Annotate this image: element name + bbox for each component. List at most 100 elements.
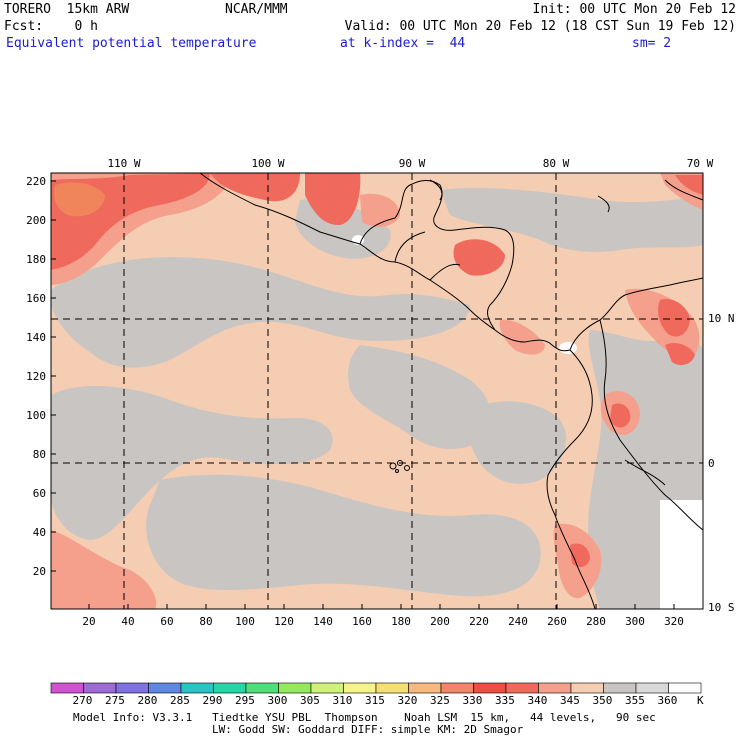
- colorbar-swatch: [473, 682, 507, 694]
- x-tick-label: 320: [664, 615, 684, 628]
- y-tick-label: 140: [26, 331, 46, 344]
- physics-info: LW: Godd SW: Goddard DIFF: simple KM: 2D…: [212, 723, 524, 736]
- colorbar-swatch: [278, 682, 312, 694]
- longitude-labels: 110 W 100 W 90 W 80 W 70 W: [107, 157, 713, 170]
- colorbar-swatch: [148, 682, 182, 694]
- colorbar: [50, 682, 702, 694]
- colorbar-label: 335: [495, 694, 515, 707]
- colorbar-swatch: [83, 682, 117, 694]
- x-tick-label: 80: [199, 615, 212, 628]
- x-tick-label: 100: [235, 615, 255, 628]
- warm-region: [665, 343, 695, 366]
- gray-region: [440, 188, 703, 252]
- y-tick-label: 220: [26, 175, 46, 188]
- map-plot: [50, 172, 704, 610]
- colorbar-swatch: [538, 682, 572, 694]
- y-tick-label: 180: [26, 253, 46, 266]
- y-tick-label: 120: [26, 370, 46, 383]
- forecast-hour: Fcst: 0 h: [4, 19, 98, 34]
- warm-region: [675, 175, 703, 195]
- x-tick-label: 20: [82, 615, 95, 628]
- gray-region: [466, 401, 567, 484]
- colorbar-swatch: [408, 682, 442, 694]
- colorbar-swatch: [245, 682, 279, 694]
- lon-label: 110 W: [107, 157, 140, 170]
- valid-time: Valid: 00 UTC Mon 20 Feb 12 (18 CST Sun …: [344, 19, 736, 34]
- warm-region: [610, 403, 631, 428]
- x-tick-label: 200: [430, 615, 450, 628]
- x-tick-label: 220: [469, 615, 489, 628]
- colorbar-unit: K: [697, 694, 704, 707]
- level-info: at k-index = 44: [340, 36, 466, 51]
- colorbar-swatch: [440, 682, 474, 694]
- colorbar-swatch: [603, 682, 637, 694]
- white-region: [660, 500, 703, 609]
- colorbar-label: 340: [527, 694, 548, 707]
- warm-region: [54, 182, 105, 217]
- colorbar-swatch: [570, 682, 604, 694]
- colorbar-swatch: [180, 682, 214, 694]
- latitude-labels: 10 N 0 10 S: [708, 312, 735, 614]
- warm-region: [305, 173, 361, 226]
- gray-region: [348, 345, 491, 450]
- colorbar-label: 320: [397, 694, 418, 707]
- lon-label: 90 W: [399, 157, 426, 170]
- model-name: TORERO 15km ARW: [4, 2, 130, 17]
- warm-region: [657, 299, 690, 337]
- colorbar-label: 330: [462, 694, 483, 707]
- model-info: Model Info: V3.3.1 Tiedtke YSU PBL Thomp…: [73, 711, 656, 724]
- colorbar-swatch: [635, 682, 669, 694]
- colorbar-label: 295: [235, 694, 255, 707]
- x-tick-label: 40: [121, 615, 134, 628]
- colorbar-label: 280: [137, 694, 158, 707]
- y-tick-label: 20: [33, 565, 46, 578]
- lat-lon-grid: [51, 173, 703, 609]
- smoothing-info: sm= 2: [632, 36, 672, 51]
- y-tick-label: 200: [26, 214, 46, 227]
- warm-region: [360, 193, 400, 227]
- lat-label: 10 S: [708, 601, 735, 614]
- colorbar-swatch: [310, 682, 344, 694]
- x-tick-label: 280: [586, 615, 606, 628]
- colorbar-label: 285: [170, 694, 190, 707]
- colorbar-swatch: [505, 682, 539, 694]
- lon-label: 80 W: [543, 157, 570, 170]
- colorbar-label: 315: [365, 694, 385, 707]
- coastlines: [199, 173, 703, 609]
- y-tick-label: 60: [33, 487, 46, 500]
- init-time: Init: 00 UTC Mon 20 Feb 12: [532, 2, 737, 17]
- lon-label: 100 W: [251, 157, 284, 170]
- colorbar-swatch: [50, 682, 84, 694]
- colorbar-label: 275: [105, 694, 125, 707]
- map-frame: [50, 172, 704, 610]
- y-tick-label: 100: [26, 409, 46, 422]
- colorbar-label: 350: [592, 694, 613, 707]
- field-name: Equivalent potential temperature: [6, 36, 257, 51]
- colorbar-label: 300: [267, 694, 288, 707]
- colorbar-label: 345: [560, 694, 580, 707]
- x-tick-label: 140: [313, 615, 333, 628]
- y-tick-label: 40: [33, 526, 46, 539]
- gray-region: [51, 385, 333, 540]
- x-tick-label: 300: [625, 615, 645, 628]
- white-spot: [559, 342, 577, 354]
- y-axis-ticks: 220 200 180 160 140 120 100 80 60 40 20: [26, 175, 56, 578]
- colorbar-swatch: [375, 682, 409, 694]
- colorbar-label: 325: [430, 694, 450, 707]
- lat-label: 0: [708, 457, 715, 470]
- warm-region: [51, 530, 157, 609]
- lon-label: 70 W: [687, 157, 714, 170]
- colorbar-label: 290: [202, 694, 223, 707]
- y-tick-label: 80: [33, 448, 46, 461]
- colorbar-swatch: [668, 682, 702, 694]
- x-tick-label: 160: [352, 615, 372, 628]
- x-tick-label: 180: [391, 615, 411, 628]
- colorbar-label: 355: [625, 694, 645, 707]
- colorbar-swatch: [343, 682, 377, 694]
- warm-region: [210, 173, 300, 202]
- warm-region: [499, 319, 545, 355]
- colorbar-label: 360: [657, 694, 678, 707]
- x-axis-ticks: 20 40 60 80 100 120 140 160 180 200 220 240 260 280 30…: [82, 604, 684, 628]
- x-tick-label: 60: [160, 615, 173, 628]
